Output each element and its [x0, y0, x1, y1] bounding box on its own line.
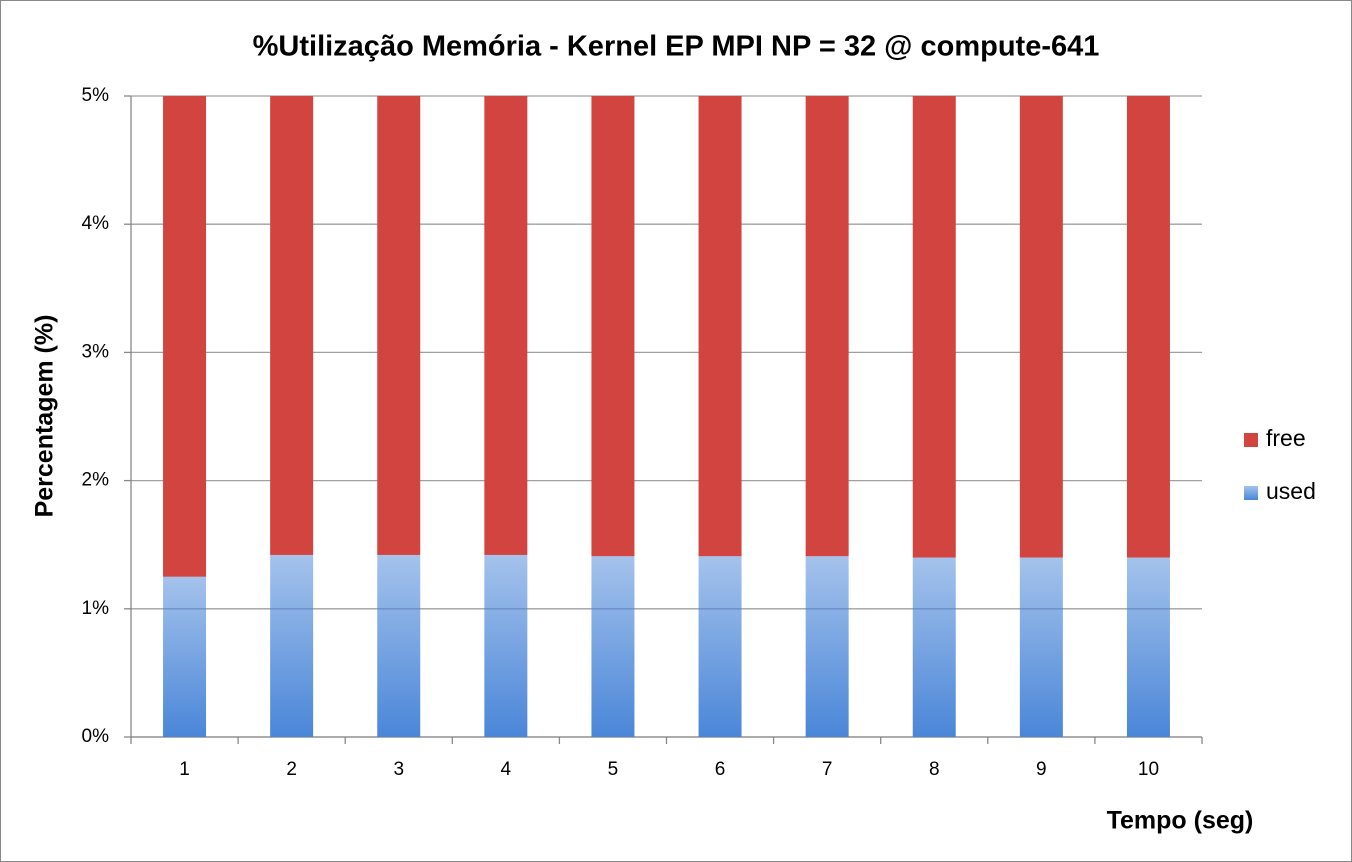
legend-label: used	[1266, 478, 1316, 504]
legend-label: free	[1266, 425, 1306, 451]
x-tick-label: 8	[929, 759, 940, 780]
bar-segment	[912, 557, 956, 737]
legend-swatch	[1244, 433, 1258, 447]
y-tick-label: 2%	[82, 470, 110, 491]
x-axis-label: Tempo (seg)	[1107, 807, 1254, 835]
y-tick-label: 3%	[82, 341, 110, 362]
y-tick-label: 5%	[82, 85, 110, 106]
bar-segment	[1126, 96, 1170, 558]
plot-area	[163, 96, 1170, 737]
bar-segment	[912, 96, 956, 558]
y-axis-label: Percentagem (%)	[31, 315, 59, 518]
bar-segment	[1019, 557, 1063, 737]
bar-segment	[805, 556, 849, 737]
x-tick-label: 2	[286, 759, 297, 780]
bar-segment	[698, 556, 742, 737]
y-tick-label: 4%	[82, 213, 110, 234]
x-tick-label: 3	[393, 759, 404, 780]
x-tick-label: 4	[501, 759, 512, 780]
bar-segment	[1126, 557, 1170, 737]
x-tick-label: 10	[1138, 759, 1159, 780]
legend-swatch	[1244, 486, 1258, 500]
x-tick-label: 5	[608, 759, 619, 780]
x-tick-label: 9	[1036, 759, 1047, 780]
bar-segment	[591, 556, 635, 737]
bar-segment	[484, 554, 528, 737]
bar-segment	[591, 96, 635, 557]
bar-segment	[484, 96, 528, 555]
bar-segment	[1019, 96, 1063, 558]
bar-segment	[163, 576, 207, 737]
bar-segment	[698, 96, 742, 557]
x-tick-label: 1	[179, 759, 190, 780]
bar-segment	[270, 96, 314, 555]
chart-title: %Utilização Memória - Kernel EP MPI NP =…	[253, 31, 1100, 63]
x-tick-label: 6	[715, 759, 726, 780]
y-tick-label: 1%	[82, 598, 110, 619]
y-tick-label: 0%	[82, 726, 110, 747]
bar-segment	[163, 96, 207, 577]
x-tick-label: 7	[822, 759, 833, 780]
bar-segment	[377, 96, 421, 555]
bar-segment	[270, 554, 314, 737]
bar-segment	[377, 554, 421, 737]
bar-segment	[805, 96, 849, 557]
